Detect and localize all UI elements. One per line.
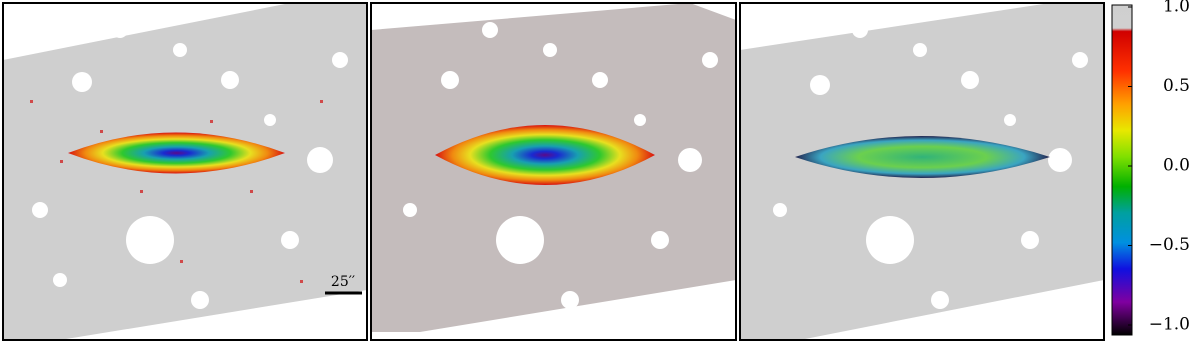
panel-observed bbox=[3, 3, 367, 340]
panel-residual bbox=[740, 3, 1104, 340]
colorbar-tick-label: 0.5 bbox=[1163, 76, 1190, 96]
panel-frame bbox=[370, 2, 737, 341]
panel-model bbox=[371, 3, 736, 332]
colorbar-tick-label: −0.5 bbox=[1149, 235, 1190, 255]
panel-frame bbox=[739, 2, 1105, 341]
scale-bar-label: 25′′ bbox=[331, 274, 355, 290]
colorbar-tick-label: 1.0 bbox=[1163, 0, 1190, 17]
colorbar-tick-label: −1.0 bbox=[1149, 315, 1190, 335]
colorbar-tick-label: 0.0 bbox=[1163, 156, 1190, 176]
panel-frame bbox=[2, 2, 368, 341]
colorbar bbox=[1111, 4, 1133, 336]
